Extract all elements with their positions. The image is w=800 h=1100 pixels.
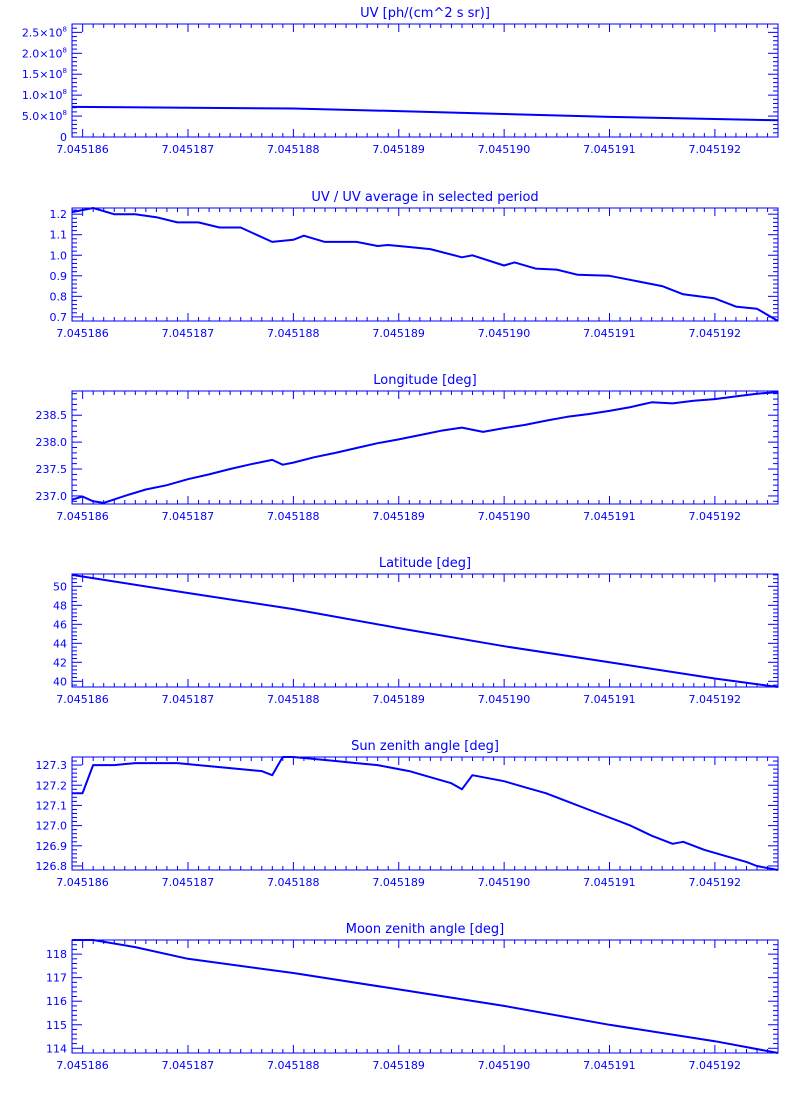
chart-title: UV / UV average in selected period bbox=[311, 190, 538, 205]
x-tick-label: 7.045186 bbox=[56, 143, 109, 156]
x-tick-label: 7.045187 bbox=[162, 327, 215, 340]
chart-panel-3: Longitude [deg] 7.045186 7.045187 7.045188 7… bbox=[36, 373, 779, 523]
x-tick-label: 7.045192 bbox=[689, 327, 742, 340]
x-tick-label: 7.045188 bbox=[267, 143, 320, 156]
y-tick-label: 1.0×108 bbox=[22, 88, 67, 102]
y-tick-label: 46 bbox=[53, 618, 67, 631]
chart-panel-4: Latitude [deg] 7.045186 7.045187 7.045188 7.… bbox=[53, 556, 779, 706]
chart-title: Longitude [deg] bbox=[373, 373, 476, 388]
series-line bbox=[71, 573, 779, 688]
y-tick-label: 127.0 bbox=[36, 820, 68, 833]
x-tick-label: 7.045191 bbox=[583, 510, 636, 523]
x-tick-label: 7.045189 bbox=[372, 510, 425, 523]
y-tick-label: 1.1 bbox=[50, 229, 68, 242]
y-tick-label: 126.9 bbox=[36, 840, 68, 853]
series-line bbox=[71, 391, 779, 504]
y-tick-label: 5.0×108 bbox=[22, 109, 67, 123]
y-tick-label: 127.2 bbox=[36, 779, 68, 792]
series-line bbox=[72, 756, 779, 871]
chart-title: Moon zenith angle [deg] bbox=[346, 922, 504, 937]
y-tick-label: 2.0×108 bbox=[22, 46, 67, 60]
x-tick-label: 7.045190 bbox=[478, 876, 531, 889]
y-tick-label: 117 bbox=[46, 972, 67, 985]
x-tick-label: 7.045192 bbox=[689, 876, 742, 889]
y-tick-label: 127.1 bbox=[36, 799, 68, 812]
x-tick-label: 7.045192 bbox=[689, 693, 742, 706]
x-tick-label: 7.045192 bbox=[689, 1059, 742, 1072]
y-tick-label: 238.0 bbox=[36, 436, 68, 449]
y-tick-label: 0.9 bbox=[50, 270, 68, 283]
x-tick-label: 7.045190 bbox=[478, 510, 531, 523]
y-tick-label: 0 bbox=[60, 131, 67, 144]
x-tick-label: 7.045190 bbox=[478, 143, 531, 156]
x-tick-label: 7.045186 bbox=[56, 327, 109, 340]
chart-panel-1: UV [ph/(cm^2 s sr)] 7.045186 7.045187 7.045… bbox=[22, 6, 779, 156]
plot-frame bbox=[71, 756, 779, 871]
x-tick-label: 7.045191 bbox=[583, 693, 636, 706]
x-tick-label: 7.045188 bbox=[267, 1059, 320, 1072]
y-tick-label: 0.8 bbox=[50, 290, 68, 303]
y-tick-label: 126.8 bbox=[36, 860, 68, 873]
x-tick-label: 7.045188 bbox=[267, 693, 320, 706]
y-tick-label: 0.7 bbox=[50, 311, 68, 324]
x-tick-label: 7.045189 bbox=[372, 1059, 425, 1072]
plot-frame bbox=[71, 573, 779, 688]
chart-title: UV [ph/(cm^2 s sr)] bbox=[360, 6, 490, 21]
x-tick-label: 7.045192 bbox=[689, 143, 742, 156]
x-tick-label: 7.045190 bbox=[478, 693, 531, 706]
x-tick-label: 7.045187 bbox=[162, 143, 215, 156]
plot-frame bbox=[71, 207, 779, 322]
plot-frame bbox=[71, 23, 779, 138]
y-tick-label: 237.0 bbox=[36, 490, 68, 503]
x-tick-label: 7.045189 bbox=[372, 327, 425, 340]
y-tick-label: 1.2 bbox=[50, 208, 68, 221]
x-tick-label: 7.045189 bbox=[372, 693, 425, 706]
chart-title: Sun zenith angle [deg] bbox=[351, 739, 499, 754]
y-tick-label: 1.0 bbox=[50, 249, 68, 262]
x-tick-label: 7.045190 bbox=[478, 1059, 531, 1072]
y-tick-label: 127.3 bbox=[36, 759, 68, 772]
x-tick-label: 7.045191 bbox=[583, 876, 636, 889]
y-tick-label: 116 bbox=[46, 995, 67, 1008]
y-tick-label: 50 bbox=[53, 580, 67, 593]
x-tick-label: 7.045187 bbox=[162, 693, 215, 706]
x-tick-label: 7.045186 bbox=[56, 1059, 109, 1072]
x-tick-label: 7.045188 bbox=[267, 876, 320, 889]
y-tick-label: 115 bbox=[46, 1019, 67, 1032]
x-tick-label: 7.045187 bbox=[162, 1059, 215, 1072]
x-tick-label: 7.045186 bbox=[56, 876, 109, 889]
x-tick-label: 7.045192 bbox=[689, 510, 742, 523]
y-tick-label: 114 bbox=[46, 1042, 67, 1055]
x-tick-label: 7.045189 bbox=[372, 876, 425, 889]
chart-panel-5: Sun zenith angle [deg] 7.045186 7.045187 7.… bbox=[36, 739, 779, 889]
x-tick-label: 7.045190 bbox=[478, 327, 531, 340]
y-tick-label: 40 bbox=[53, 675, 67, 688]
x-tick-label: 7.045188 bbox=[267, 510, 320, 523]
x-tick-label: 7.045188 bbox=[267, 327, 320, 340]
chart-title: Latitude [deg] bbox=[379, 556, 471, 571]
x-tick-label: 7.045186 bbox=[56, 693, 109, 706]
y-tick-label: 238.5 bbox=[36, 409, 68, 422]
y-tick-label: 2.5×108 bbox=[22, 25, 67, 39]
series-line bbox=[71, 105, 779, 122]
y-tick-label: 48 bbox=[53, 599, 67, 612]
series-line bbox=[72, 939, 779, 1054]
series-line bbox=[71, 207, 779, 322]
chart-panel-6: Moon zenith angle [deg] 7.045186 7.045187 7… bbox=[46, 922, 779, 1072]
y-tick-label: 118 bbox=[46, 948, 67, 961]
x-tick-label: 7.045191 bbox=[583, 1059, 636, 1072]
y-tick-label: 1.5×108 bbox=[22, 67, 67, 81]
y-tick-label: 42 bbox=[53, 656, 67, 669]
x-tick-label: 7.045189 bbox=[372, 143, 425, 156]
x-tick-label: 7.045191 bbox=[583, 143, 636, 156]
chart-panel-2: UV / UV average in selected period 7.0451… bbox=[50, 190, 779, 340]
x-tick-label: 7.045191 bbox=[583, 327, 636, 340]
x-tick-label: 7.045187 bbox=[162, 510, 215, 523]
x-tick-label: 7.045186 bbox=[56, 510, 109, 523]
plot-frame bbox=[71, 390, 779, 505]
y-tick-label: 44 bbox=[53, 637, 67, 650]
x-tick-label: 7.045187 bbox=[162, 876, 215, 889]
y-tick-label: 237.5 bbox=[36, 463, 68, 476]
